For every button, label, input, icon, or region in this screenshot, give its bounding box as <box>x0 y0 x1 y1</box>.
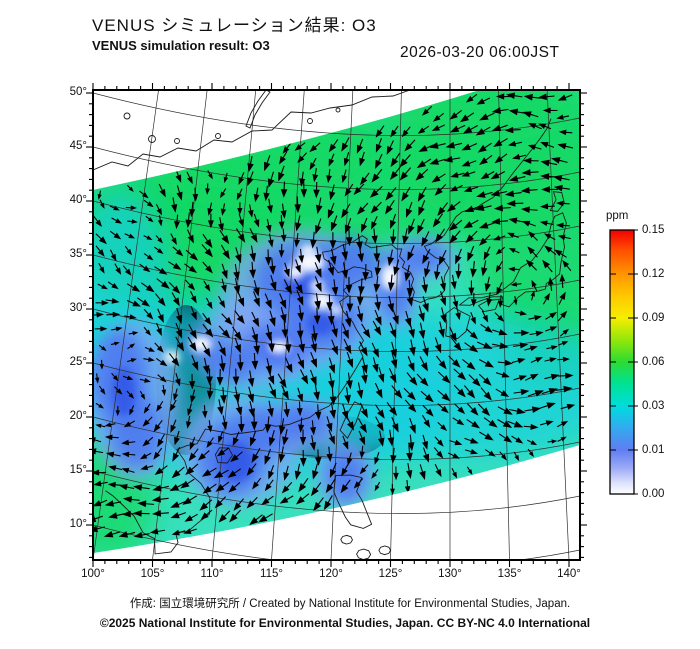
x-axis-label: 135° <box>497 568 522 580</box>
x-axis-label: 110° <box>200 568 224 580</box>
colorbar-tick-label: 0.00 <box>642 488 665 500</box>
credit-line: 作成: 国立環境研究所 / Created by National Instit… <box>129 598 571 610</box>
x-axis-label: 120° <box>319 568 343 580</box>
y-axis-label: 30° <box>69 302 87 314</box>
x-axis-label: 105° <box>140 568 165 580</box>
y-axis-label: 50° <box>69 86 87 98</box>
latlon-graticule <box>93 90 580 560</box>
y-axis-label: 40° <box>69 194 87 206</box>
map-frame <box>92 89 581 561</box>
timestamp: 2026-03-20 06:00JST <box>400 44 560 61</box>
y-axis-label: 25° <box>69 356 87 368</box>
axis-ticks <box>86 83 587 567</box>
y-axis-label: 10° <box>69 518 87 530</box>
colorbar-tick-label: 0.01 <box>642 444 665 456</box>
y-axis-label: 15° <box>69 464 87 476</box>
colorbar-unit: ppm <box>606 210 629 222</box>
y-axis-label: 45° <box>69 140 87 152</box>
page-title-english: VENUS simulation result: O3 <box>92 38 270 53</box>
o3-concentration-swath <box>93 90 580 553</box>
y-axis-label: 35° <box>69 248 87 260</box>
x-axis-label: 100° <box>81 568 105 580</box>
colorbar-tick-label: 0.09 <box>642 312 665 324</box>
wind-vector-arrows <box>93 92 576 539</box>
colorbar-tick-label: 0.15 <box>642 224 665 236</box>
colorbar-tick-label: 0.03 <box>642 400 665 412</box>
x-axis-label: 115° <box>260 568 283 580</box>
colorbar-tick-label: 0.06 <box>642 356 665 368</box>
x-axis-label: 140° <box>557 568 581 580</box>
x-axis-label: 125° <box>378 568 403 580</box>
colorbar-tick-label: 0.12 <box>642 268 665 280</box>
colorbar-ticks <box>610 229 638 495</box>
y-axis-label: 20° <box>69 410 87 422</box>
license-line: ©2025 National Institute for Environment… <box>99 616 591 630</box>
page-title-japanese: VENUS シミュレーション結果: O3 <box>92 16 377 35</box>
x-axis-label: 130° <box>438 568 462 580</box>
